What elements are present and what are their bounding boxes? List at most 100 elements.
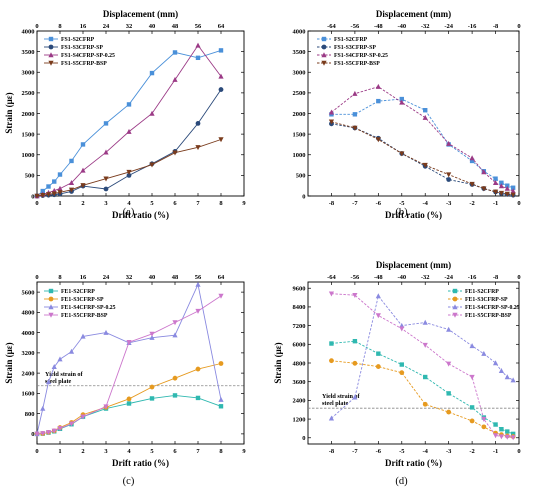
data-point [422,319,428,325]
data-point [446,391,451,396]
y-tick-label: 2400 [22,370,35,377]
legend-marker [48,44,54,50]
data-point [80,333,86,339]
y-tick-label: 3500 [22,49,35,56]
legend-label: FS1-S3CFRP-SP [61,45,103,51]
x-tick-label: -4 [423,448,429,455]
data-point [80,167,86,173]
data-point [103,329,109,335]
legend-label: FE1-S5CFRP-BSP [465,313,512,319]
y-tick-label: 1000 [293,152,306,159]
y-tick-label: 1500 [293,131,306,138]
data-point [352,338,358,344]
data-point [195,366,201,372]
top-x-tick-label: -64 [327,274,336,281]
data-point [57,356,63,362]
x-tick-label: -6 [376,448,382,455]
top-x-tick-label: 24 [103,23,110,30]
data-point [328,415,335,421]
data-point [172,150,178,156]
data-point [469,374,475,380]
y-tick-label: 800 [25,411,35,418]
plot-frame [36,281,245,445]
x-axis-title: Drift ratio (%) [385,210,442,220]
top-x-tick-label: 16 [80,23,87,30]
legend-marker [321,36,327,42]
top-x-tick-label: -40 [397,274,406,281]
top-x-tick-label: 0 [517,23,520,30]
data-point [329,358,334,364]
data-point [103,176,109,182]
data-point [329,341,334,346]
data-point [422,162,428,168]
data-point [499,180,504,185]
legend-label: FE1-S4CFRP-SP-0.25 [61,305,116,311]
data-point [218,293,224,299]
data-point [446,361,452,367]
data-point [399,362,404,367]
data-point [399,326,405,332]
top-x-tick-label: 56 [195,23,202,30]
data-point [57,185,63,191]
legend-label: FS1-S4CFRP-SP-0.25 [61,53,115,59]
data-point [498,183,505,189]
x-tick-label: 9 [242,448,246,455]
top-x-tick-label: 56 [195,274,202,281]
data-point [510,435,516,441]
data-point [498,434,505,440]
panel-label: (d) [395,476,408,487]
top-x-tick-label: 0 [517,274,520,281]
yield-strain-label: steel plate [322,400,349,407]
data-point [510,192,516,198]
legend-label: FE1-S3CFRP-SP [61,297,104,303]
data-point [69,158,74,164]
y-tick-label: 4000 [293,28,306,35]
data-point [376,98,381,104]
data-point [40,188,45,194]
data-point [375,293,381,299]
data-point [492,180,499,185]
legend-label: FE1-S3CFRP-SP [465,297,508,303]
data-point [103,186,109,192]
legend-label: FE1-S5CFRP-BSP [61,313,108,319]
yield-strain-label: Yield strain of [322,393,361,400]
data-point [423,108,428,113]
y-tick-label: 0 [31,431,34,438]
data-point [469,155,475,161]
x-axis-title: Drift ratio (%) [385,458,442,468]
x-tick-label: 4 [127,448,131,455]
data-point [218,137,224,143]
x-tick-label: -3 [446,200,452,207]
data-point [195,55,201,61]
data-point [80,142,86,147]
data-point [446,177,452,182]
data-point [504,434,510,440]
x-tick-label: 3 [104,448,108,455]
legend-marker [48,52,54,58]
data-point [422,114,428,120]
y-tick-label: 0 [302,193,305,200]
data-point [510,188,516,194]
data-point [481,169,487,175]
top-x-tick-label: 48 [172,23,179,30]
data-point [40,431,46,437]
data-point [498,367,505,373]
y-tick-label: 2500 [22,90,35,97]
top-x-tick-label: -8 [493,23,499,30]
data-point [375,364,381,369]
data-point [399,99,405,105]
legend-label: FS1-S2CFRP [61,37,95,43]
data-point [504,374,510,380]
data-point [195,395,201,401]
data-point [126,401,132,406]
data-point [103,121,109,126]
data-point [45,379,52,385]
top-x-tick-label: -32 [421,274,430,281]
data-point [195,121,201,126]
y-tick-label: 4800 [293,360,306,367]
x-tick-label: 5 [150,448,154,455]
x-tick-label: 1 [58,200,61,207]
y-tick-label: 3200 [22,350,35,357]
y-tick-label: 5600 [22,289,35,296]
